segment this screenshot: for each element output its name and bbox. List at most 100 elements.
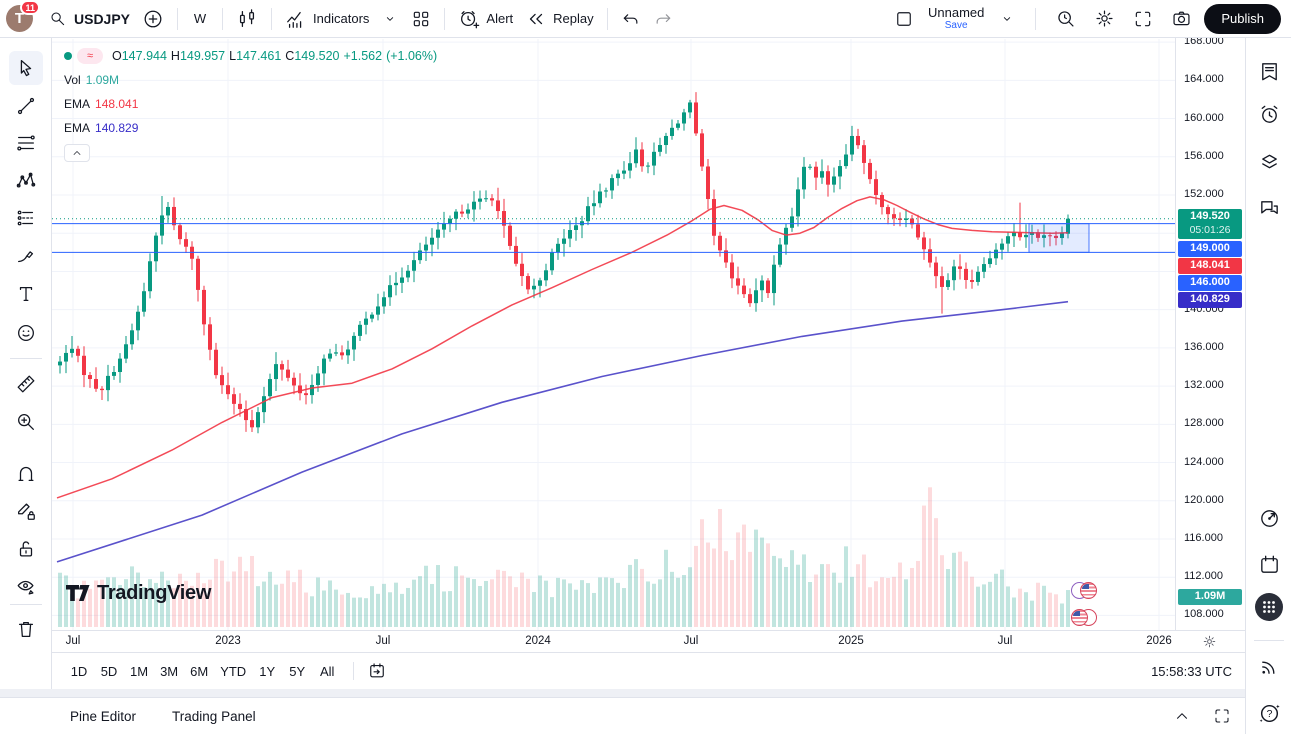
chat-button[interactable] <box>1254 193 1284 223</box>
ema-slow-legend-row[interactable]: EMA 140.829 <box>64 120 437 136</box>
data-feed-button[interactable] <box>1254 651 1284 681</box>
redo-button[interactable] <box>647 5 679 33</box>
xabcd-pattern-icon <box>16 172 36 188</box>
price-axis[interactable]: 168.000 164.000 160.000 156.000 152.000 148.0… <box>1175 38 1245 630</box>
candles-icon <box>239 8 255 27</box>
replay-button[interactable]: Replay <box>519 5 599 33</box>
ruler-icon <box>17 375 35 393</box>
range-button-5d[interactable]: 5D <box>96 659 122 683</box>
publish-button[interactable]: Publish <box>1204 3 1281 34</box>
pattern-tool[interactable] <box>9 164 43 198</box>
trend-line-tool[interactable] <box>9 89 43 123</box>
symbol-search-button[interactable]: USDJPY <box>43 5 136 33</box>
interval-button[interactable]: W <box>185 5 215 33</box>
indicator-templates-button[interactable] <box>405 5 437 33</box>
forecast-tool[interactable] <box>9 201 43 235</box>
trash-icon <box>18 621 34 637</box>
ema-label: EMA <box>64 97 91 111</box>
tab-pine-editor[interactable]: Pine Editor <box>70 708 137 724</box>
chart-area[interactable]: ≈ O147.944 H149.957 L147.461 C149.520 +1… <box>52 38 1245 630</box>
fullscreen-icon <box>1136 11 1151 26</box>
drawing-mode-tool[interactable] <box>9 494 43 528</box>
magnet-tool[interactable] <box>9 456 43 490</box>
screener-button[interactable] <box>1254 503 1284 533</box>
undo-button[interactable] <box>615 5 647 33</box>
symbol-marker-flag[interactable]: ≈ <box>77 48 103 64</box>
go-to-date-button[interactable] <box>367 661 387 681</box>
remove-drawings-tool[interactable] <box>9 612 43 646</box>
layers-icon <box>1261 154 1277 168</box>
range-button-ytd[interactable]: YTD <box>216 659 250 683</box>
object-tree-button[interactable] <box>1254 146 1284 176</box>
time-axis[interactable]: Jul 2023 Jul 2024 Jul 2025 Jul 2026 <box>52 630 1245 652</box>
text-tool[interactable] <box>9 277 43 311</box>
divider <box>606 7 608 30</box>
watermark-text: TradingView <box>97 582 212 604</box>
range-button-1m[interactable]: 1M <box>126 659 152 683</box>
legend-collapse-button[interactable] <box>64 144 90 162</box>
tab-trading-panel[interactable]: Trading Panel <box>172 708 256 724</box>
calendar-arrow-icon <box>370 663 385 678</box>
help-question-icon: ? <box>1259 704 1280 722</box>
chart-style-button[interactable] <box>230 5 264 33</box>
layout-select-button[interactable] <box>888 5 920 33</box>
clock-search-icon <box>1058 11 1074 27</box>
user-avatar[interactable]: T 11 <box>6 0 40 32</box>
ema-fast-legend-row[interactable]: EMA 148.041 <box>64 96 437 112</box>
time-axis-label: 2024 <box>525 635 551 647</box>
divider <box>444 7 446 30</box>
range-button-1y[interactable]: 1Y <box>254 659 280 683</box>
calendar-button[interactable] <box>1254 549 1284 579</box>
cursor-tool[interactable] <box>9 51 43 85</box>
watchlist-button[interactable] <box>1254 56 1284 86</box>
alert-button[interactable]: Alert <box>452 5 519 33</box>
zoom-in-tool[interactable] <box>9 405 43 439</box>
session-clock[interactable]: 15:58:33 UTC <box>1151 663 1232 679</box>
series-status-dot <box>64 52 72 60</box>
divider <box>177 7 179 30</box>
time-axis-settings[interactable] <box>1202 634 1217 654</box>
settings-button[interactable] <box>1088 5 1121 33</box>
expand-panel-button[interactable] <box>1173 707 1191 725</box>
price-tick: 128.000 <box>1184 417 1224 430</box>
fullscreen-button[interactable] <box>1127 5 1159 33</box>
emoji-tool[interactable] <box>9 316 43 350</box>
brush-tool[interactable] <box>9 239 43 273</box>
calendar-icon <box>1260 555 1278 573</box>
fib-retracement-tool[interactable] <box>9 126 43 160</box>
indicators-button[interactable]: Indicators <box>279 5 375 33</box>
indicators-dropdown[interactable] <box>375 5 405 33</box>
range-button-5y[interactable]: 5Y <box>284 659 310 683</box>
change-value: +1.562 <box>343 49 383 63</box>
alerts-button[interactable] <box>1254 99 1284 129</box>
symbol-name: USDJPY <box>74 10 131 27</box>
layout-name-save[interactable]: Unnamed Save <box>926 6 986 32</box>
quick-search-button[interactable] <box>1049 5 1082 33</box>
lock-drawings-tool[interactable] <box>9 532 43 566</box>
volume-legend-row[interactable]: Vol 1.09M <box>64 72 437 88</box>
maximize-panel-button[interactable] <box>1213 707 1231 725</box>
range-button-6m[interactable]: 6M <box>186 659 212 683</box>
save-label[interactable]: Save <box>944 19 968 31</box>
grid-squares-icon <box>414 11 429 26</box>
series-legend-row[interactable]: ≈ O147.944 H149.957 L147.461 C149.520 +1… <box>64 48 437 64</box>
range-button-1d[interactable]: 1D <box>66 659 92 683</box>
chart-pane: ≈ O147.944 H149.957 L147.461 C149.520 +1… <box>52 38 1245 689</box>
add-symbol-button[interactable] <box>136 5 170 33</box>
price-chart[interactable] <box>52 39 1175 630</box>
hide-drawings-tool[interactable] <box>9 570 43 604</box>
time-axis-label: 2023 <box>215 635 241 647</box>
apps-button[interactable] <box>1254 592 1284 622</box>
measure-tool[interactable] <box>9 367 43 401</box>
layout-dropdown[interactable] <box>992 5 1022 33</box>
help-button[interactable]: ? <box>1254 698 1284 728</box>
divider <box>222 7 224 30</box>
range-button-all[interactable]: All <box>314 659 340 683</box>
signal-icon <box>1261 661 1274 674</box>
range-button-3m[interactable]: 3M <box>156 659 182 683</box>
replay-rewind-icon <box>529 13 543 24</box>
snapshot-button[interactable] <box>1165 5 1198 33</box>
time-axis-label: Jul <box>375 635 391 647</box>
volume-value: 1.09M <box>85 73 120 87</box>
watchlist-icon <box>1261 62 1277 80</box>
